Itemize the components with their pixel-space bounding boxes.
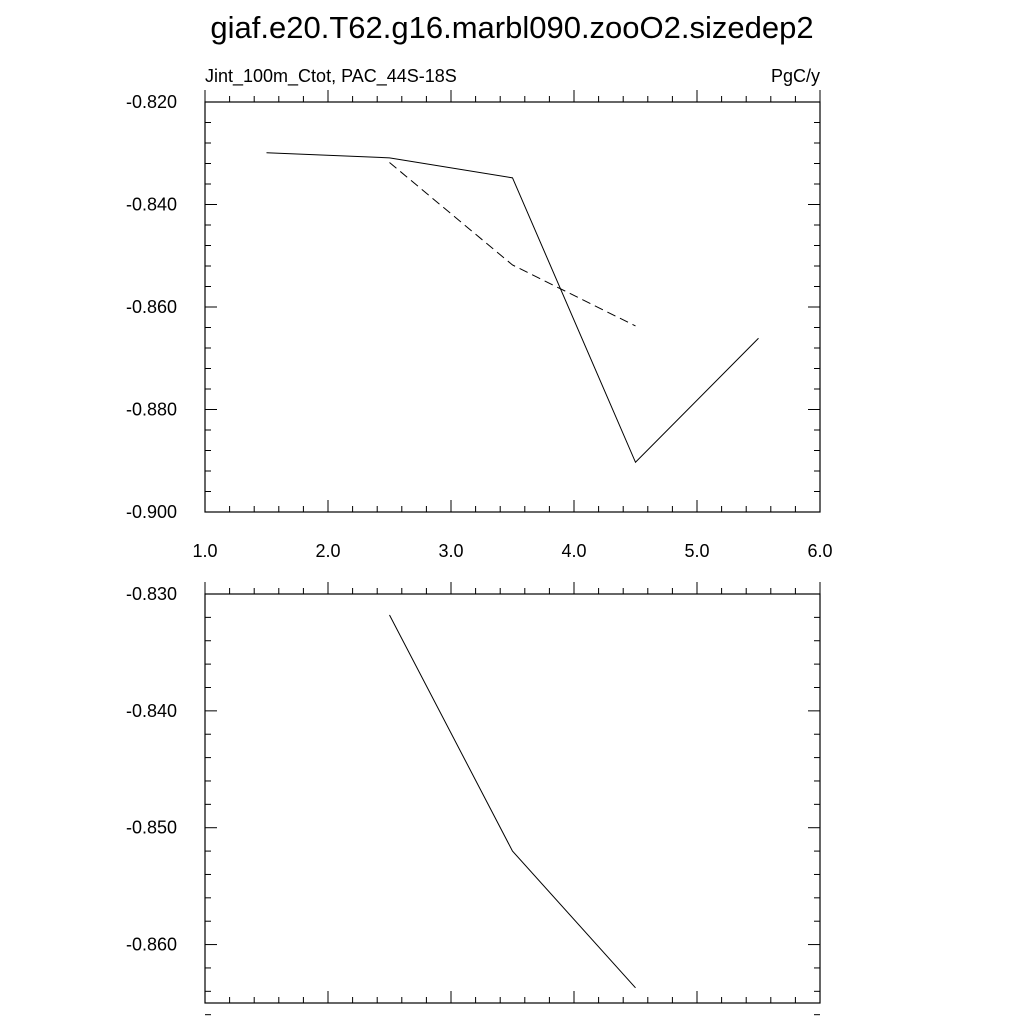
- top-x-tick-label: 3.0: [438, 541, 463, 561]
- bottom-y-tick-label: -0.840: [126, 701, 177, 721]
- top-panel-right-label: PgC/y: [771, 66, 820, 86]
- top-y-tick-label: -0.880: [126, 400, 177, 420]
- top-series-line-2-dashed: [389, 162, 636, 327]
- bottom-y-tick-label: -0.860: [126, 935, 177, 955]
- top-y-tick-label: -0.820: [126, 92, 177, 112]
- top-x-tick-label: 6.0: [807, 541, 832, 561]
- top-x-tick-label: 1.0: [192, 541, 217, 561]
- top-x-tick-label: 2.0: [315, 541, 340, 561]
- bottom-y-tick-label: -0.830: [126, 584, 177, 604]
- top-panel-left-label: Jint_100m_Ctot, PAC_44S-18S: [205, 66, 457, 87]
- top-series-line-1-solid: [266, 152, 759, 464]
- bottom-plot-frame: [204, 593, 821, 1004]
- bottom-panel: -0.830 -0.840 -0.850 -0.860: [126, 582, 821, 1016]
- bottom-series-line-1-solid: [389, 614, 636, 989]
- top-x-tick-label: 4.0: [561, 541, 586, 561]
- top-plot-frame: [204, 101, 821, 513]
- top-y-tick-label: -0.900: [126, 502, 177, 522]
- top-y-tick-label: -0.860: [126, 297, 177, 317]
- figure-title: giaf.e20.T62.g16.marbl090.zooO2.sizedep2: [210, 10, 813, 45]
- top-panel: Jint_100m_Ctot, PAC_44S-18S PgC/y -0.820…: [126, 66, 833, 561]
- bottom-y-tick-label: -0.850: [126, 818, 177, 838]
- top-y-tick-label: -0.840: [126, 195, 177, 215]
- top-x-tick-label: 5.0: [684, 541, 709, 561]
